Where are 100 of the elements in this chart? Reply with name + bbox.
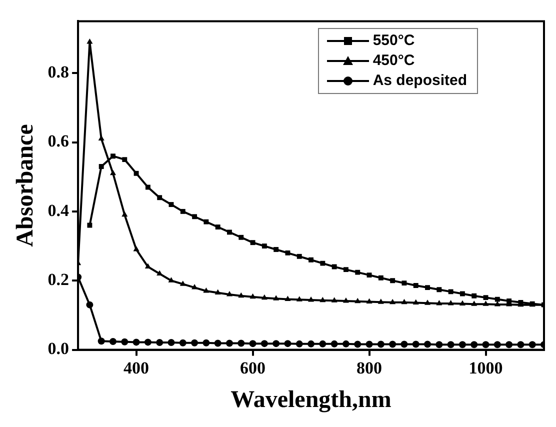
point xyxy=(332,264,337,270)
point xyxy=(110,170,116,176)
point xyxy=(472,293,477,298)
point xyxy=(192,284,198,290)
point xyxy=(483,295,488,300)
point xyxy=(284,340,292,348)
point xyxy=(98,338,105,345)
point xyxy=(134,170,139,176)
point xyxy=(448,300,454,306)
point xyxy=(262,244,267,249)
point xyxy=(331,297,338,302)
point xyxy=(87,222,92,228)
point xyxy=(191,339,198,346)
point xyxy=(157,195,162,200)
x-tick-label: 600 xyxy=(240,358,266,378)
point xyxy=(319,340,326,348)
point xyxy=(528,341,536,348)
point xyxy=(284,296,291,302)
point xyxy=(110,154,116,159)
point xyxy=(320,296,326,302)
point xyxy=(144,338,152,346)
point xyxy=(366,340,373,348)
point xyxy=(402,280,407,286)
point xyxy=(320,260,326,266)
point xyxy=(342,298,350,303)
point xyxy=(168,202,174,207)
point xyxy=(389,340,396,348)
point xyxy=(506,298,512,304)
point xyxy=(226,290,233,296)
point xyxy=(378,275,384,280)
point xyxy=(482,300,489,306)
point xyxy=(250,240,256,246)
y-tick-label: 0.8 xyxy=(48,62,70,82)
point xyxy=(517,341,524,348)
point xyxy=(401,298,408,304)
point xyxy=(238,234,244,240)
point xyxy=(86,301,94,308)
y-tick-label: 0.4 xyxy=(48,200,70,220)
text: 0.0 xyxy=(48,339,70,358)
point xyxy=(355,270,360,275)
point xyxy=(377,340,384,348)
point xyxy=(412,340,420,348)
point xyxy=(494,296,500,302)
point xyxy=(122,211,128,217)
y-tick-label: 0.2 xyxy=(48,270,70,290)
legend-label: 550°C xyxy=(372,31,415,51)
point xyxy=(250,293,256,299)
point xyxy=(168,339,175,346)
point xyxy=(227,230,232,235)
point xyxy=(425,285,430,290)
legend-label: As deposited xyxy=(372,71,467,91)
legend-label: 450°C xyxy=(372,51,415,71)
point xyxy=(412,299,419,305)
point xyxy=(122,157,128,162)
point xyxy=(274,247,279,252)
point xyxy=(343,267,348,272)
point xyxy=(132,338,140,346)
point xyxy=(214,340,222,347)
point xyxy=(145,184,150,190)
point xyxy=(261,294,268,300)
point xyxy=(436,300,442,306)
point xyxy=(180,208,186,214)
point xyxy=(203,288,210,293)
point xyxy=(424,300,431,305)
point xyxy=(354,298,361,304)
point xyxy=(470,341,478,348)
point xyxy=(448,289,454,294)
point xyxy=(215,224,220,230)
x-tick-label: 800 xyxy=(356,358,382,378)
point xyxy=(506,341,513,348)
point xyxy=(214,289,221,294)
point xyxy=(238,292,244,298)
point xyxy=(400,340,408,348)
point xyxy=(109,338,116,345)
point xyxy=(296,340,303,348)
point xyxy=(390,278,396,284)
point xyxy=(296,254,302,259)
point xyxy=(238,340,245,347)
point xyxy=(482,341,490,348)
x-tick-label: 1000 xyxy=(468,358,503,378)
point xyxy=(296,296,302,302)
point xyxy=(156,339,164,346)
point xyxy=(226,340,233,347)
point xyxy=(308,257,314,262)
point xyxy=(168,277,174,282)
point xyxy=(273,295,280,300)
point xyxy=(436,341,443,348)
point xyxy=(260,340,268,348)
point xyxy=(460,291,465,296)
point xyxy=(342,340,350,348)
x-tick-label: 400 xyxy=(124,358,150,378)
point xyxy=(447,341,454,348)
x-axis-title: Wavelength,nm xyxy=(230,386,392,413)
point xyxy=(390,298,396,304)
point xyxy=(458,341,466,348)
y-axis-title: Absorbance xyxy=(12,124,39,247)
point xyxy=(204,219,209,224)
point xyxy=(121,338,128,346)
point xyxy=(179,339,186,346)
point xyxy=(285,250,290,256)
